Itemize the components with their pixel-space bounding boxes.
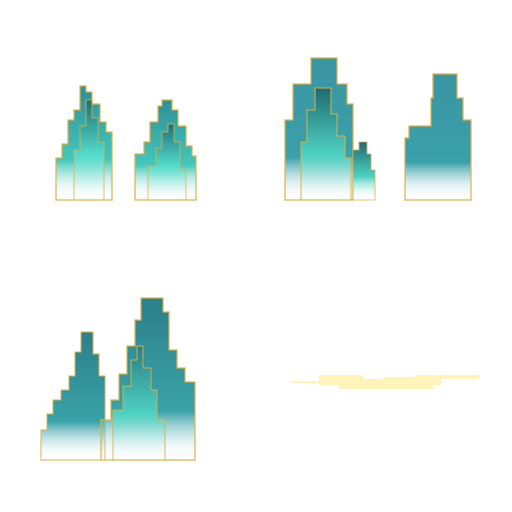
cloud-streak-icon xyxy=(291,375,479,389)
twin-peaks-mountain-icon xyxy=(55,85,197,201)
tall-cliff-mountain-icon xyxy=(284,57,472,201)
ridge-mountain-icon xyxy=(40,297,196,461)
